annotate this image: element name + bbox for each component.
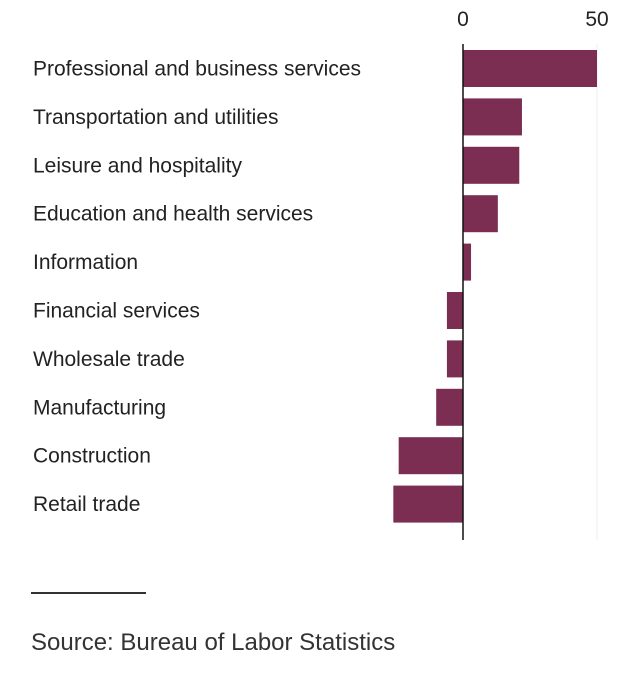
bar-chart: 0 50 Professional and business services Tra… <box>33 8 609 540</box>
category-label: Wholesale trade <box>33 348 185 371</box>
bar-transportation-and-utilities <box>463 98 522 136</box>
x-tick-label: 0 <box>457 8 469 31</box>
bar-retail-trade <box>393 485 463 523</box>
bar-manufacturing <box>436 388 463 426</box>
bar-education-and-health-services <box>463 195 498 233</box>
category-label: Professional and business services <box>33 58 361 81</box>
bar-construction <box>398 437 463 475</box>
bar-professional-and-business-services <box>463 50 597 87</box>
bar-leisure-and-hospitality <box>463 146 520 184</box>
bar-financial-services <box>446 292 463 329</box>
category-label: Construction <box>33 445 151 468</box>
category-label: Retail trade <box>33 493 140 516</box>
source-divider <box>31 592 146 594</box>
category-label: Education and health services <box>33 203 313 226</box>
category-label: Transportation and utilities <box>33 106 279 129</box>
category-label: Information <box>33 251 138 274</box>
source-note: Source: Bureau of Labor Statistics <box>31 629 396 656</box>
x-tick-label: 50 <box>585 8 608 31</box>
category-label: Manufacturing <box>33 396 166 419</box>
category-label: Financial services <box>33 300 200 323</box>
bar-information <box>463 243 472 281</box>
category-label: Leisure and hospitality <box>33 154 242 177</box>
bar-wholesale-trade <box>446 340 463 378</box>
